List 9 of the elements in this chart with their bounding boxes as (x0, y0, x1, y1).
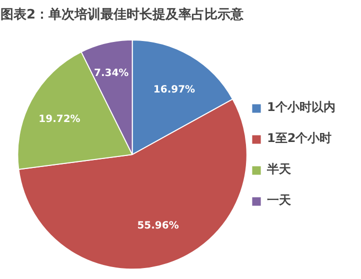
legend-label: 1至2个小时 (267, 130, 332, 147)
data-label: 55.96% (137, 220, 179, 232)
chart-title: 图表2：单次培训最佳时长提及率占比示意 (0, 6, 245, 22)
data-label: 19.72% (38, 114, 80, 125)
legend-label: 半天 (267, 161, 291, 178)
legend-label: 1个小时以内 (267, 99, 336, 116)
legend-label: 一天 (267, 192, 291, 209)
data-label: 7.34% (94, 68, 129, 79)
data-label: 16.97% (153, 84, 196, 96)
